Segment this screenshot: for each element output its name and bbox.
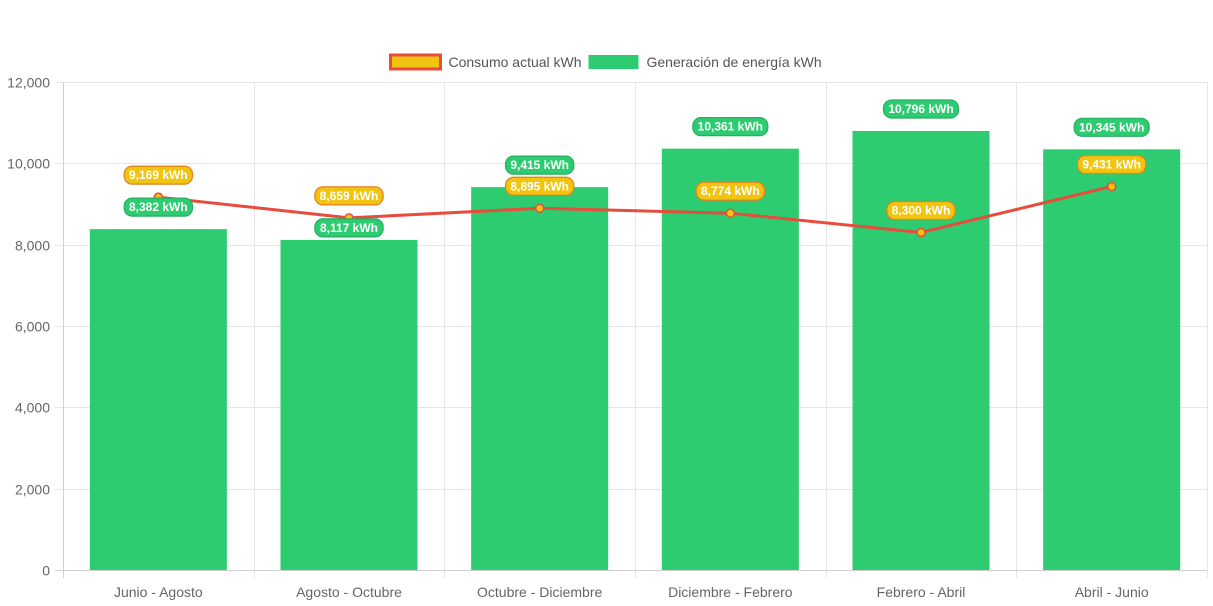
bar[interactable] xyxy=(89,229,227,570)
bar-data-label: 8,117 kWh xyxy=(314,218,384,238)
line-data-label: 8,895 kWh xyxy=(504,176,575,196)
line-data-label-background xyxy=(886,200,956,221)
legend[interactable]: Consumo actual kWh Generación de energía … xyxy=(389,53,822,71)
line-data-label-text: 8,774 kWh xyxy=(701,184,760,198)
y-tick-label: 4,000 xyxy=(15,400,50,416)
bar-data-label: 8,382 kWh xyxy=(123,197,194,217)
x-tick-label: Diciembre - Febrero xyxy=(668,584,793,600)
bar-data-label-background xyxy=(314,218,384,238)
line-data-label-text: 8,895 kWh xyxy=(510,179,569,193)
bar-data-label: 10,361 kWh xyxy=(692,117,769,137)
bar-data-label-text: 8,117 kWh xyxy=(320,221,378,235)
bar-data-label: 10,345 kWh xyxy=(1073,117,1150,137)
line-data-label: 8,659 kWh xyxy=(314,186,384,206)
y-tick-label: 0 xyxy=(42,563,50,579)
bar-data-label-background xyxy=(1073,117,1150,137)
bar[interactable] xyxy=(280,239,418,570)
line-data-label-background xyxy=(123,165,194,185)
bar-data-label-text: 9,415 kWh xyxy=(510,158,569,172)
legend-label: Generación de energía kWh xyxy=(647,54,822,70)
line-data-label-text: 8,300 kWh xyxy=(892,203,951,217)
x-tick-label: Octubre - Diciembre xyxy=(477,584,602,600)
line-data-label: 8,774 kWh xyxy=(695,181,766,201)
x-tick-label: Agosto - Octubre xyxy=(296,584,402,600)
line-data-label-background xyxy=(695,181,766,201)
line-data-label-background xyxy=(504,176,575,196)
bar[interactable] xyxy=(471,187,609,570)
y-tick-label: 12,000 xyxy=(7,75,50,91)
line-data-label: 9,431 kWh xyxy=(1076,154,1147,175)
data-labels: 8,382 kWh 8,117 kWh 9,415 kWh 10,361 kWh 10,… xyxy=(123,99,1150,238)
line-data-label: 8,300 kWh xyxy=(886,200,956,221)
line-point[interactable] xyxy=(1106,181,1117,192)
bar-data-label: 10,796 kWh xyxy=(882,99,960,119)
bar[interactable] xyxy=(852,130,990,571)
line-data-label-background xyxy=(1076,154,1147,175)
x-tick-label: Abril - Junio xyxy=(1075,584,1149,600)
legend-swatch xyxy=(389,53,442,71)
bar-series xyxy=(89,130,1181,571)
bar-data-label: 9,415 kWh xyxy=(504,155,575,175)
line-point[interactable] xyxy=(725,208,736,218)
bar-data-label-text: 10,345 kWh xyxy=(1079,120,1144,134)
y-tick-label: 8,000 xyxy=(15,238,50,254)
y-tick-label: 6,000 xyxy=(15,319,50,335)
consumption-line xyxy=(158,185,1113,234)
line-data-label-text: 9,431 kWh xyxy=(1082,157,1141,171)
bar-data-label-text: 8,382 kWh xyxy=(129,200,188,214)
bar-data-label-background xyxy=(123,197,194,217)
line-data-label: 9,169 kWh xyxy=(123,165,194,185)
line-data-label-text: 9,169 kWh xyxy=(129,168,188,182)
legend-swatch xyxy=(588,55,639,69)
y-tick-label: 2,000 xyxy=(15,482,50,498)
bar-data-label-background xyxy=(504,155,575,175)
legend-label: Consumo actual kWh xyxy=(449,54,582,70)
bar-data-label-background xyxy=(692,117,769,137)
line-point[interactable] xyxy=(916,227,926,238)
legend-item-consumo[interactable]: Consumo actual kWh xyxy=(389,53,582,71)
bar-data-label-background xyxy=(882,99,960,119)
bar-data-label-text: 10,796 kWh xyxy=(888,102,953,116)
line-data-label-text: 8,659 kWh xyxy=(320,189,379,203)
line-data-label-background xyxy=(314,186,384,206)
grid xyxy=(55,82,1208,578)
bar-data-label-text: 10,361 kWh xyxy=(698,120,763,134)
x-tick-label: Junio - Agosto xyxy=(114,584,203,600)
axes: 0 2,000 4,000 6,000 8,000 10,000 12,000 Junio -… xyxy=(7,75,1207,600)
y-tick-label: 10,000 xyxy=(7,156,50,172)
x-tick-label: Febrero - Abril xyxy=(877,584,966,600)
legend-item-generacion[interactable]: Generación de energía kWh xyxy=(588,54,822,70)
line-point[interactable] xyxy=(534,203,545,214)
bar[interactable] xyxy=(1043,149,1181,570)
